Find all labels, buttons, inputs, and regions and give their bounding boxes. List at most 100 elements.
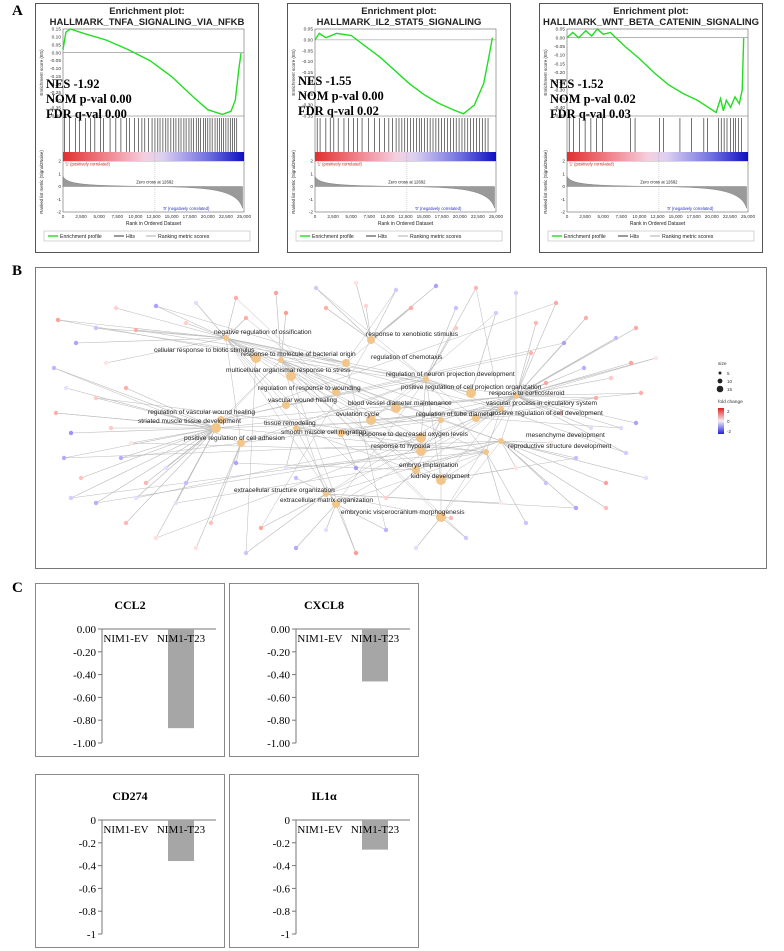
network-edge [440, 516, 467, 539]
x-tick-label: 17,500 [183, 214, 197, 219]
zero-cross-label: Zero cross at 12692 [136, 180, 174, 185]
network-edge [385, 469, 417, 499]
metric-axis-label: Ranked list metric (Signal2Noise) [543, 150, 548, 214]
network-edge [260, 493, 327, 529]
size-legend-label: 5 [727, 371, 730, 376]
gsea-plot-il2: Enrichment plot: HALLMARK_IL2_STAT5_SIGN… [287, 3, 511, 253]
term-label: embryonic viscerocranium morphogenesis [341, 509, 465, 516]
gene-node [53, 410, 59, 416]
x-tick-label: 17,500 [687, 214, 701, 219]
y-tick-label: -0.20 [73, 647, 96, 659]
gene-node [353, 280, 359, 286]
network-edge [425, 378, 472, 394]
network-edge [420, 395, 517, 452]
gene-node [473, 285, 479, 291]
panel-letter-c: C [12, 580, 23, 596]
es-tick-label: -0.20 [554, 70, 565, 76]
gsea-svg: 0.15 0.100.05 0.00 -0.05 -0.10 -0.15 -0.20 -0.2… [39, 27, 251, 242]
network-edge [500, 440, 547, 484]
bar [168, 629, 194, 729]
legend-hits-label: Hits [126, 234, 135, 240]
gene-node [393, 287, 399, 293]
fc-legend-label: -2 [727, 429, 731, 434]
gene-node [153, 535, 159, 541]
category-label: NIM1-EV [103, 633, 148, 645]
es-tick-label: 0.05 [52, 42, 62, 48]
network-edge [235, 462, 417, 471]
category-label: NIM1-T23 [157, 633, 206, 645]
y-tick-label: -0.6 [273, 883, 291, 895]
gene-node [643, 475, 649, 481]
gene-node [103, 360, 109, 366]
es-tick-label: 0.05 [304, 27, 314, 33]
legend-profile-label: Enrichment profile [312, 234, 354, 240]
network-edge [280, 359, 517, 397]
network-edge [420, 440, 502, 452]
network-edge [275, 292, 282, 361]
gene-node [558, 410, 564, 416]
term-label: positive regulation of cell development [491, 410, 603, 417]
gsea-svg: 0.05 0.00 -0.05 -0.10 -0.15 -0.20 -0.25 -0.30 -0… [543, 27, 755, 242]
enrichment-profile-line [62, 28, 242, 116]
es-tick-label: -0.15 [554, 61, 565, 67]
y-tick-label: -1 [87, 929, 96, 941]
network-edge [245, 357, 257, 554]
gene-node [618, 425, 624, 431]
y-tick-label: 0 [285, 815, 291, 827]
y-tick-label: 0.00 [271, 624, 291, 636]
network-edge [125, 427, 217, 524]
gene-node [573, 455, 579, 461]
gene-node [68, 495, 74, 501]
network-edge [325, 307, 427, 380]
network-edge [65, 387, 217, 429]
metric-tick-label: 1 [562, 171, 565, 177]
ranking-gradient [63, 152, 244, 161]
metric-tick-label: -1 [561, 197, 566, 203]
es-tick-label: -0.05 [50, 58, 61, 64]
gene-node [173, 500, 179, 506]
term-node [391, 403, 401, 413]
term-node [416, 433, 426, 443]
network-edge [130, 427, 217, 444]
panel-letter-b: B [12, 263, 23, 279]
metric-tick-label: -1 [57, 197, 62, 203]
term-label: mesenchyme development [526, 432, 605, 439]
network-edge [415, 419, 442, 471]
network-edge [240, 408, 502, 444]
y-tick-label: -0.8 [273, 906, 291, 918]
term-node [498, 438, 504, 444]
network-edge [185, 322, 227, 339]
bar-chart-title: CD274 [112, 789, 148, 803]
network-edge [105, 337, 227, 364]
network-edge [325, 493, 502, 504]
category-label: NIM1-EV [297, 633, 342, 645]
gsea-title: Enrichment plot: HALLMARK_WNT_BETA_CATENI… [542, 6, 760, 28]
network-edge [485, 451, 527, 524]
network-edge [280, 359, 327, 495]
network-edge [215, 359, 282, 429]
legend-metric-label: Ranking metric scores [158, 234, 210, 240]
x-tick-label: 20,000 [201, 214, 215, 219]
fc-legend-title: fold change [718, 399, 743, 405]
y-tick-label: -1.00 [73, 738, 96, 750]
gene-node [653, 355, 659, 361]
negative-label: '0' (negatively correlated) [415, 206, 462, 211]
gene-node [523, 520, 529, 526]
gene-node [55, 317, 61, 323]
y-tick-label: -1 [281, 929, 290, 941]
zero-cross-label: Zero cross at 12692 [388, 180, 426, 185]
size-legend-dot [717, 378, 723, 384]
gene-node [133, 327, 139, 333]
network-edge [425, 327, 457, 380]
term-label: regulation of vascular wound healing [148, 409, 255, 416]
gene-node [243, 550, 249, 556]
bar [168, 820, 194, 862]
network-edge [345, 307, 412, 364]
term-node [498, 406, 504, 412]
gene-node [513, 290, 519, 296]
term-node [332, 388, 340, 396]
gene-node [93, 325, 99, 331]
network-edge [220, 395, 517, 421]
gene-node [633, 420, 639, 426]
es-tick-label: 0.00 [556, 35, 566, 41]
